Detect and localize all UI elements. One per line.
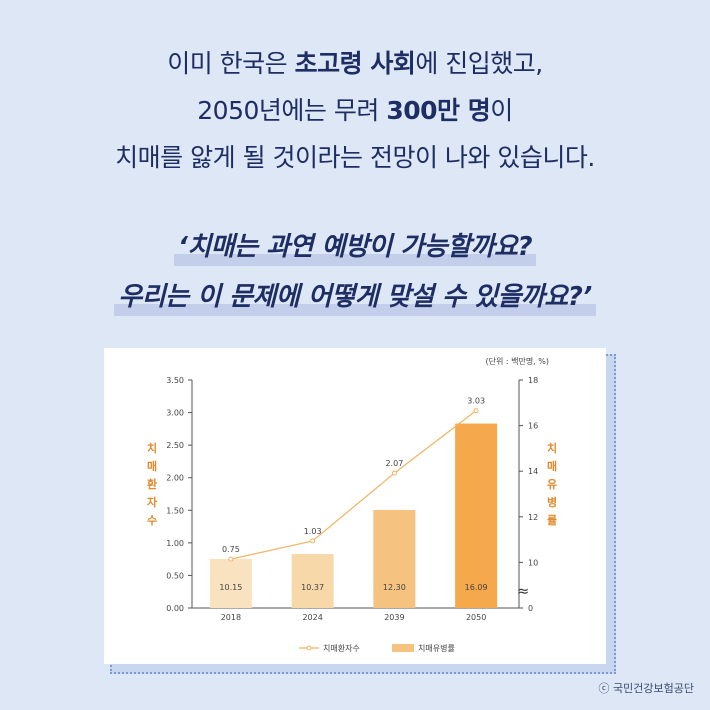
intro-text: 이미 한국은 초고령 사회에 진입했고, 2050년에는 무려 300만 명이 …	[0, 40, 710, 181]
line-label: 1.03	[304, 527, 322, 536]
left-tick-label: 1.00	[166, 539, 184, 548]
bar-label: 12.30	[383, 583, 406, 592]
series-line-patients	[230, 410, 477, 560]
left-tick-label: 0.50	[166, 571, 184, 580]
intro-line-1: 이미 한국은 초고령 사회에 진입했고,	[167, 49, 543, 78]
left-tick-label: 3.00	[166, 409, 184, 418]
unit-note: (단위 : 백만명, %)	[485, 356, 549, 366]
quote-line-1: ‘치매는 과연 예방이 가능할까요?	[173, 222, 537, 272]
bar-2024	[291, 553, 334, 608]
bar-label: 16.09	[465, 583, 488, 592]
line-label: 0.75	[222, 545, 240, 554]
line-point	[473, 408, 479, 414]
chart-card: (단위 : 백만명, %) 0.00 0.50 1.00 1.50 2.00 2.50 3.0…	[104, 348, 606, 664]
intro-line-3: 치매를 앓게 될 것이라는 전망이 나와 있습니다.	[115, 143, 595, 172]
left-axis-label-char: 자	[147, 495, 158, 509]
legend-bar-swatch	[392, 644, 414, 652]
right-axis-label-char: 치	[547, 441, 557, 455]
right-tick-label: 14	[528, 467, 538, 476]
legend-bar-label: 치매유병률	[418, 644, 455, 653]
right-axis-label-char: 유	[547, 478, 557, 491]
axis-break-symbol: ≈	[517, 582, 530, 600]
bar-2039	[373, 509, 416, 608]
legend-line-label: 치매환자수	[323, 643, 360, 653]
legend-line-marker	[306, 645, 312, 651]
category-label: 2018	[221, 613, 241, 622]
line-point	[310, 538, 316, 544]
quote-line-2: 우리는 이 문제에 어떻게 맞설 수 있을까요?’	[114, 272, 596, 322]
line-label: 2.07	[385, 459, 403, 468]
left-axis-label-char: 환	[147, 477, 157, 491]
line-point	[391, 470, 397, 476]
left-tick-label: 1.50	[166, 506, 184, 515]
left-tick-label: 2.50	[166, 441, 184, 450]
right-tick-label: 16	[528, 422, 538, 431]
copyright: ⓒ 국민건강보험공단	[598, 682, 694, 695]
line-point	[228, 556, 234, 562]
left-tick-label: 2.00	[166, 474, 184, 483]
right-tick-label: 12	[528, 513, 538, 522]
right-tick-label: 18	[528, 376, 538, 385]
right-tick-label: 10	[528, 558, 538, 567]
right-axis-label-char: 률	[547, 514, 557, 527]
category-label: 2050	[466, 613, 486, 622]
right-baseline-label: 0	[528, 604, 533, 613]
line-label: 3.03	[467, 397, 485, 406]
bar-2050	[455, 423, 498, 608]
quote-text: ‘치매는 과연 예방이 가능할까요? 우리는 이 문제에 어떻게 맞설 수 있을…	[0, 222, 710, 322]
category-label: 2024	[302, 613, 322, 622]
right-axis-label-char: 매	[547, 459, 557, 473]
left-tick-label: 0.00	[166, 604, 184, 613]
bar-label: 10.37	[301, 583, 324, 592]
left-axis-label-char: 치	[147, 441, 157, 455]
left-axis-label-char: 매	[147, 459, 157, 473]
left-tick-label: 3.50	[166, 376, 184, 385]
intro-line-2: 2050년에는 무려 300만 명이	[197, 96, 513, 125]
bar-label: 10.15	[219, 583, 242, 592]
category-label: 2039	[384, 613, 404, 622]
dementia-chart: (단위 : 백만명, %) 0.00 0.50 1.00 1.50 2.00 2.50 3.0…	[147, 356, 557, 653]
right-axis-label-char: 병	[547, 495, 557, 509]
bar-2018	[209, 558, 252, 608]
left-axis-label-char: 수	[147, 514, 157, 527]
